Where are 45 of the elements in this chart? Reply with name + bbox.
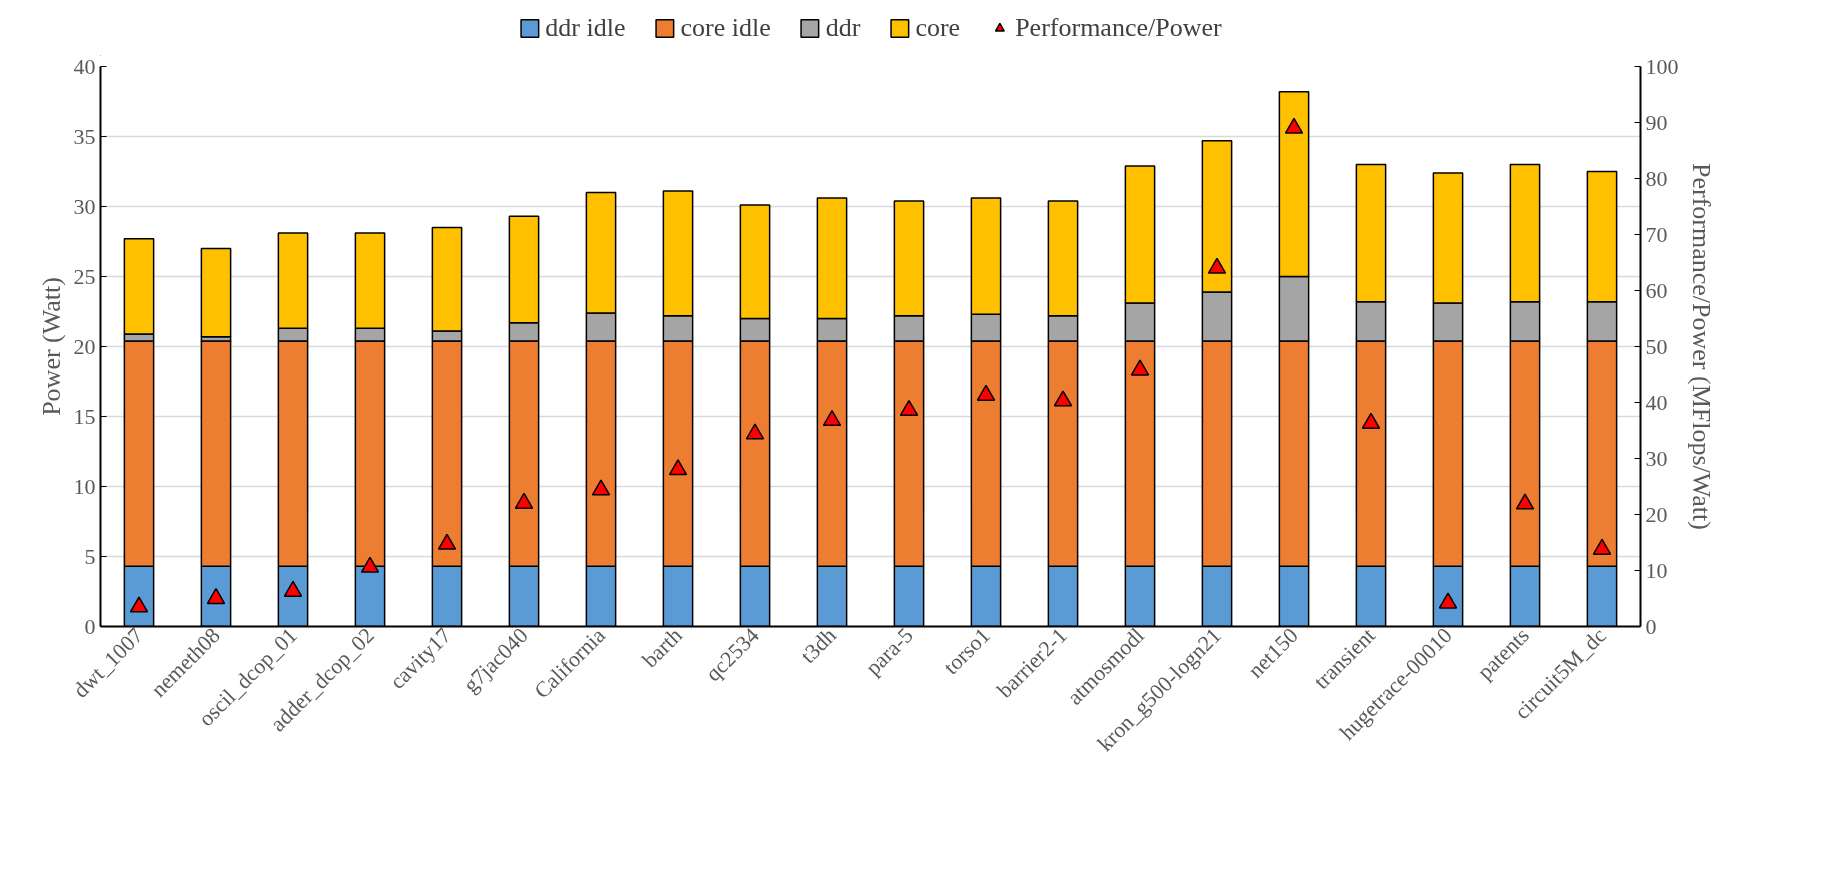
y2-axis-title: Performance/Power (MFlops/Watt)	[1686, 163, 1716, 530]
point	[745, 423, 765, 440]
y-tick-label: 30	[73, 193, 96, 219]
y2-tick-label: 40	[1645, 389, 1668, 415]
point	[360, 556, 380, 573]
y-tick-label: 10	[73, 473, 96, 499]
y2-tick-label: 90	[1645, 109, 1668, 135]
point	[1284, 117, 1304, 134]
point	[1592, 538, 1612, 555]
legend-label: ddr	[825, 13, 861, 43]
y2-tick-label: 60	[1645, 277, 1668, 303]
y-tick-label: 35	[73, 123, 96, 149]
legend-label: core idle	[680, 13, 771, 43]
y2-tick-label: 80	[1645, 165, 1668, 191]
x-tick-label: t3dh	[795, 622, 841, 668]
legend-label: core	[915, 13, 961, 43]
y-tick-label: 25	[73, 263, 96, 289]
point	[514, 492, 534, 509]
legend-label: ddr idle	[545, 13, 626, 43]
y-tick-label: 5	[84, 543, 96, 569]
point	[1207, 257, 1227, 274]
point	[976, 384, 996, 401]
y-tick-label: 15	[73, 403, 96, 429]
legend-label: Performance/Power	[1015, 13, 1222, 43]
y2-tick-label: 50	[1645, 333, 1668, 359]
point	[437, 533, 457, 550]
bar	[200, 247, 232, 338]
y2-tick-label: 20	[1645, 501, 1668, 527]
point	[1515, 493, 1535, 510]
point	[1130, 359, 1150, 376]
y-tick-label: 40	[73, 53, 96, 79]
y2-tick-label: 100	[1645, 53, 1679, 79]
y2-tick-label: 0	[1645, 613, 1657, 639]
point	[899, 399, 919, 416]
y-axis-title: Power (Watt)	[36, 277, 66, 416]
point	[591, 479, 611, 496]
point	[668, 459, 688, 476]
point	[1361, 412, 1381, 429]
point	[1053, 390, 1073, 407]
y2-tick-label: 30	[1645, 445, 1668, 471]
x-tick-label: barth	[637, 622, 687, 673]
point	[822, 409, 842, 427]
y2-tick-label: 10	[1645, 557, 1668, 583]
y2-tick-label: 70	[1645, 221, 1668, 247]
y-tick-label: 20	[73, 333, 96, 359]
